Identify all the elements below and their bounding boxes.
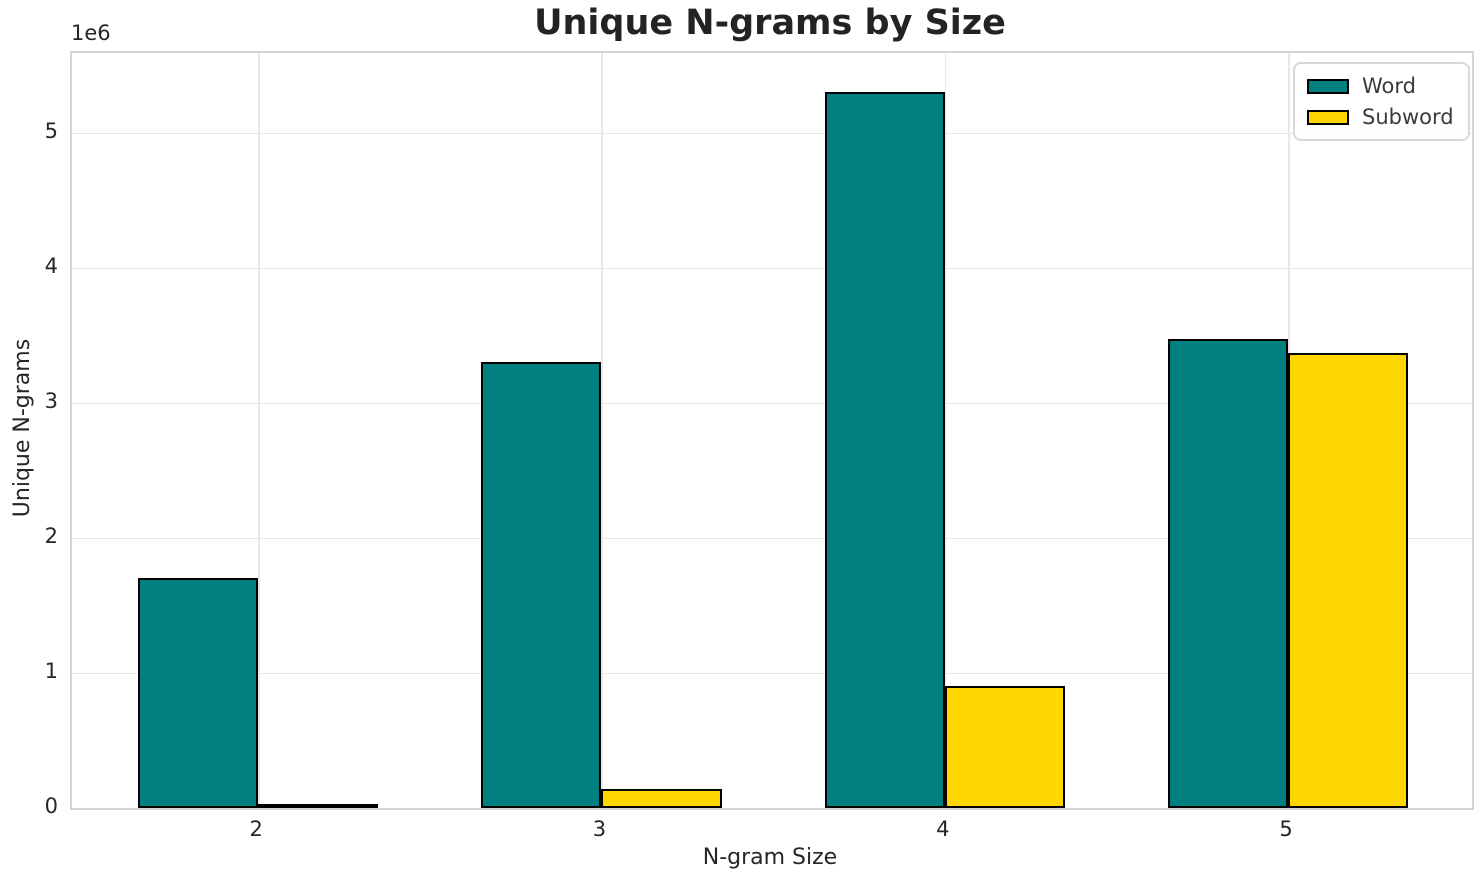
h-gridline [72, 537, 1472, 540]
bar-subword-5 [1288, 352, 1409, 808]
y-axis-offset-label: 1e6 [71, 21, 111, 45]
y-tick-label: 2 [44, 523, 58, 548]
bar-subword-2 [258, 804, 379, 808]
x-axis-label: N-gram Size [702, 845, 838, 870]
legend-label-word: Word [1362, 74, 1416, 98]
legend-swatch-subword-icon [1307, 109, 1349, 125]
y-tick-label: 3 [44, 388, 58, 413]
v-gridline [944, 53, 947, 808]
y-tick-label: 0 [44, 794, 58, 818]
x-tick-label: 4 [936, 817, 950, 841]
x-tick-label: 5 [1279, 817, 1293, 841]
x-tick-label: 2 [249, 817, 263, 841]
h-gridline [72, 267, 1472, 270]
bars-layer [72, 53, 1472, 808]
y-tick-label: 4 [44, 253, 58, 278]
bar-word-5 [1167, 339, 1289, 808]
y-tick-label: 1 [44, 658, 58, 683]
legend: Word Subword [1293, 62, 1470, 141]
bar-subword-4 [944, 686, 1065, 808]
legend-item-word: Word [1307, 73, 1454, 99]
y-tick-label: 5 [44, 118, 58, 143]
legend-swatch-word-icon [1307, 78, 1349, 94]
h-gridline [72, 402, 1472, 405]
bar-word-3 [481, 362, 602, 808]
bar-word-2 [138, 578, 259, 808]
chart-title: Unique N-grams by Size [534, 3, 1006, 43]
h-gridline [72, 132, 1472, 135]
h-gridline [72, 672, 1472, 675]
x-tick-label: 3 [592, 817, 607, 841]
y-axis-label: Unique N-grams [9, 338, 35, 518]
v-gridline [601, 53, 603, 808]
bar-word-4 [824, 92, 945, 808]
legend-item-subword: Subword [1307, 104, 1454, 130]
plot-area [70, 51, 1474, 810]
bar-subword-3 [601, 789, 722, 808]
v-gridline [258, 53, 260, 808]
legend-label-subword: Subword [1362, 105, 1454, 129]
